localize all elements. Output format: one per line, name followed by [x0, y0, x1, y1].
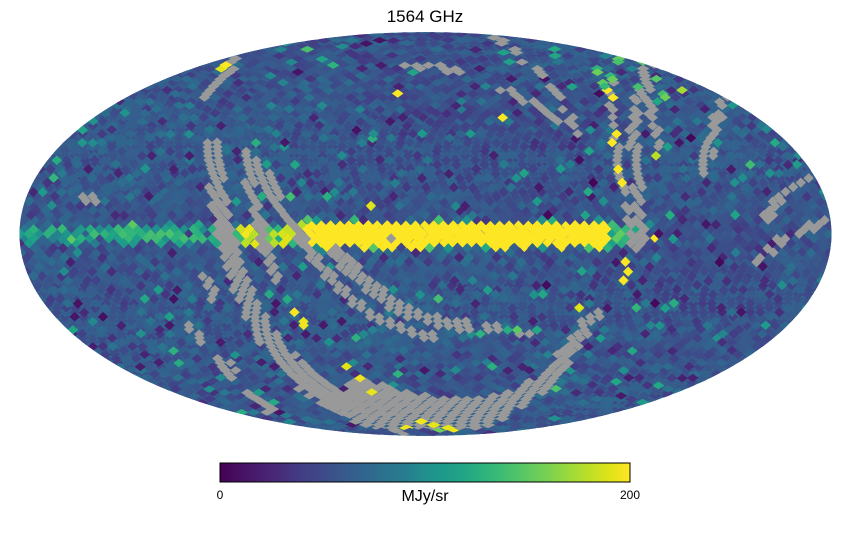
svg-text:1564 GHz: 1564 GHz — [387, 7, 464, 26]
svg-text:200: 200 — [620, 488, 640, 502]
svg-text:MJy/sr: MJy/sr — [401, 488, 449, 505]
svg-text:0: 0 — [217, 488, 224, 502]
